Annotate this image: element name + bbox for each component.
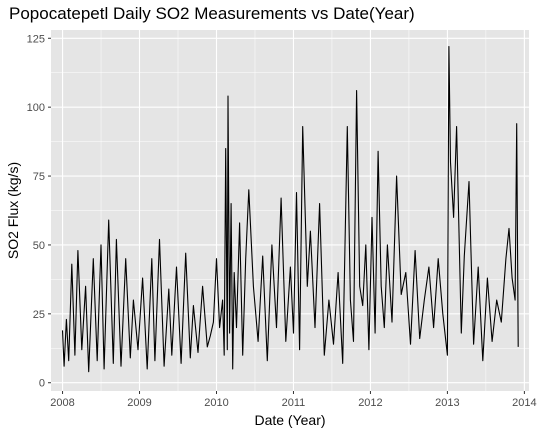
x-tick-label: 2011 [282,397,306,409]
y-axis-title: SO2 Flux (kg/s) [5,162,21,259]
y-tick-label: 50 [33,240,45,252]
x-axis-title: Date (Year) [254,412,325,428]
x-tick-label: 2013 [435,397,459,409]
x-tick-label: 2009 [127,397,151,409]
minor-gridlines [51,30,529,391]
y-tick-label: 0 [39,378,45,390]
x-tick-label: 2008 [50,397,74,409]
x-tick-label: 2010 [204,397,228,409]
so2-series-line [61,45,519,373]
chart-title: Popocatepetl Daily SO2 Measurements vs D… [9,4,415,23]
x-tick-label: 2014 [512,397,536,409]
x-tick-label: 2012 [358,397,382,409]
y-tick-label: 75 [33,171,45,183]
y-tick-label: 25 [33,309,45,321]
y-tick-label: 125 [27,33,45,45]
x-axis: 2008 2009 2010 2011 2012 2013 2014 [50,391,537,409]
y-tick-label: 100 [27,102,45,114]
y-axis: 0 25 50 75 100 125 [27,33,51,390]
